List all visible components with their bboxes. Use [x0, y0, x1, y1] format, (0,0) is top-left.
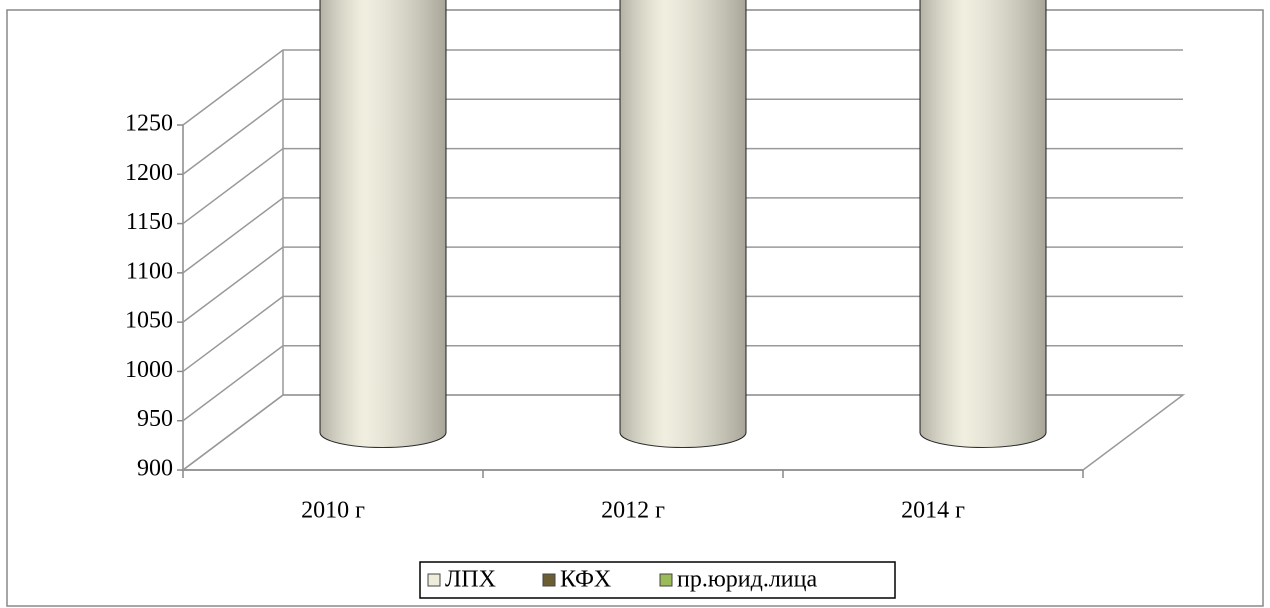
legend-label: ЛПХ	[445, 567, 496, 593]
legend: ЛПХ КФХ пр.юрид.лица	[419, 561, 896, 599]
cylinder-shade	[620, 0, 746, 448]
legend-swatch	[542, 573, 556, 587]
y-tick-label: 1100	[126, 258, 173, 284]
y-tick-label: 950	[137, 406, 173, 432]
legend-label: пр.юрид.лица	[677, 567, 817, 593]
x-tick-label: 2012 г	[601, 498, 665, 524]
grid-line	[182, 295, 1183, 373]
y-tick-label: 1050	[125, 308, 173, 334]
grid-line	[182, 147, 1183, 225]
legend-box	[419, 561, 896, 599]
y-tick-label: 1150	[126, 209, 173, 235]
grid-line	[182, 394, 1183, 471]
grid-line	[182, 246, 1183, 323]
cylinder-shade	[920, 0, 1046, 448]
grid-line	[182, 98, 1183, 175]
grid-line	[182, 197, 1183, 274]
cylinder-shade	[320, 0, 446, 448]
x-tick-label: 2010 г	[301, 498, 365, 524]
grid-line	[182, 49, 1183, 126]
legend-label: КФХ	[560, 567, 611, 593]
y-tick-label: 900	[137, 456, 173, 482]
y-tick-label: 1250	[125, 111, 173, 137]
legend-swatch	[427, 573, 441, 587]
grid-line	[182, 344, 1183, 422]
legend-swatch	[659, 573, 673, 587]
y-tick-label: 1200	[125, 160, 173, 186]
y-tick-label: 1000	[125, 357, 173, 383]
x-tick-label: 2014 г	[901, 498, 965, 524]
